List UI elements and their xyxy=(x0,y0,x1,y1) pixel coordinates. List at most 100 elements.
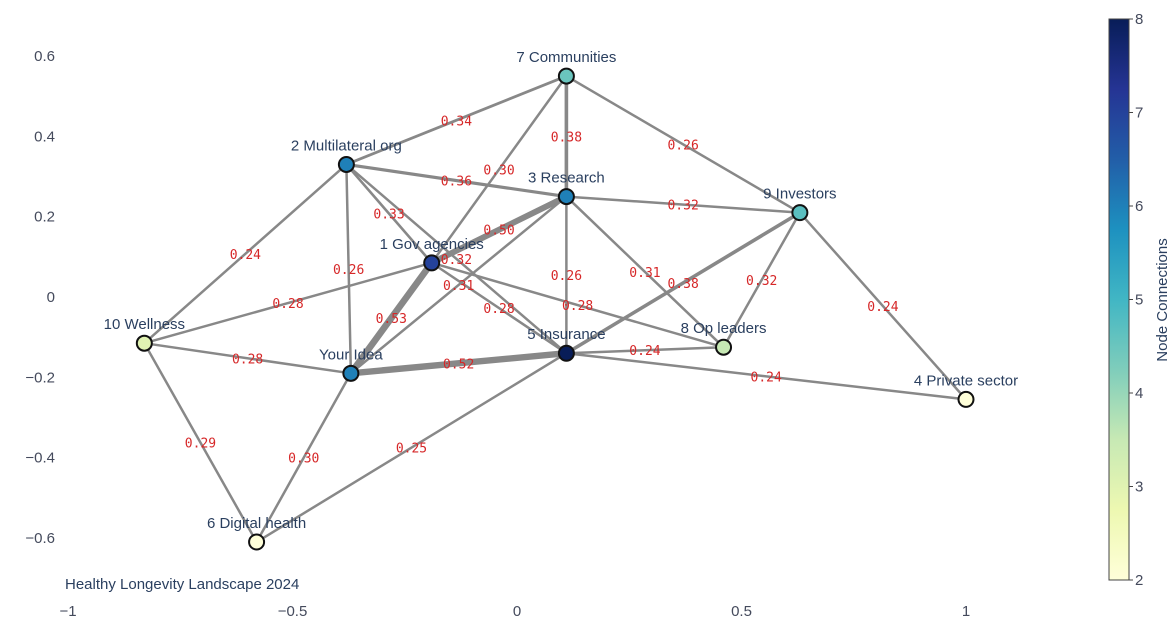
network-edge xyxy=(564,210,802,356)
edge-weight-label: 0.34 xyxy=(441,114,472,129)
network-node xyxy=(557,344,575,362)
edge-weight-label: 0.30 xyxy=(288,452,319,467)
network-node xyxy=(135,334,153,352)
network-edge xyxy=(143,261,433,345)
network-node xyxy=(957,390,975,408)
network-edge xyxy=(344,74,568,166)
network-edge xyxy=(798,211,968,401)
network-edge xyxy=(143,163,348,345)
node-label: 2 Multilateral org xyxy=(291,137,402,154)
network-edge xyxy=(143,341,353,375)
node-label: 3 Research xyxy=(528,170,605,187)
network-node xyxy=(342,364,360,382)
edge-weight-label: 0.32 xyxy=(746,274,777,289)
y-tick-label: 0 xyxy=(47,289,55,306)
network-edge xyxy=(345,163,353,375)
network-edges xyxy=(143,74,968,544)
network-edge xyxy=(255,351,568,544)
edge-weight-label: 0.24 xyxy=(230,248,261,263)
edge-weight-label: 0.31 xyxy=(629,266,660,281)
edge-weight-label: 0.29 xyxy=(185,437,216,452)
x-tick-label: 0 xyxy=(513,603,521,620)
y-tick-label: 0.4 xyxy=(34,128,55,145)
network-nodes xyxy=(135,67,975,551)
edge-weight-label: 0.33 xyxy=(373,208,404,223)
edge-weight-label: 0.32 xyxy=(667,199,698,214)
edge-weight-label: 0.24 xyxy=(867,300,898,315)
edge-weight-label: 0.36 xyxy=(441,175,472,190)
network-edge xyxy=(565,345,725,355)
node-label: 8 Op leaders xyxy=(681,320,767,337)
node-label: 1 Gov agencies xyxy=(380,236,484,253)
network-edge xyxy=(430,74,568,265)
node-label: 7 Communities xyxy=(516,49,616,66)
y-tick-label: −0.4 xyxy=(25,450,55,467)
colorbar-tick-label: 8 xyxy=(1135,11,1143,28)
node-label: Your Idea xyxy=(319,346,383,363)
edge-weight-label: 0.31 xyxy=(443,279,474,294)
network-edge xyxy=(428,193,570,266)
edge-weight-label: 0.24 xyxy=(629,344,660,359)
node-label: 6 Digital health xyxy=(207,515,306,532)
network-edge xyxy=(345,163,433,265)
network-node xyxy=(791,204,809,222)
network-edge xyxy=(565,74,802,214)
network-node xyxy=(557,67,575,85)
network-edge xyxy=(565,195,802,214)
edge-weight-label: 0.28 xyxy=(272,297,303,312)
edge-weight-label: 0.26 xyxy=(667,138,698,153)
edge-weight-label: 0.28 xyxy=(232,352,263,367)
chart-annotation: Healthy Longevity Landscape 2024 xyxy=(65,576,299,593)
colorbar-tick-label: 4 xyxy=(1135,385,1143,402)
colorbar-tick-label: 6 xyxy=(1135,198,1143,215)
network-node xyxy=(715,338,733,356)
y-tick-label: −0.6 xyxy=(25,530,55,547)
y-tick-label: 0.6 xyxy=(34,48,55,65)
edge-weight-label: 0.52 xyxy=(443,357,474,372)
edge-weight-label: 0.38 xyxy=(551,130,582,145)
node-label: 4 Private sector xyxy=(914,372,1018,389)
edge-weight-label: 0.26 xyxy=(551,269,582,284)
network-edge xyxy=(255,372,353,544)
y-axis-ticks: 0.6 0.4 0.2 0 −0.2 −0.4 −0.6 xyxy=(25,48,55,547)
network-node xyxy=(557,188,575,206)
edge-weight-label: 0.50 xyxy=(483,224,514,239)
network-edge xyxy=(347,259,435,377)
network-edge xyxy=(565,351,968,401)
edge-weight-label: 0.24 xyxy=(751,370,782,385)
node-labels: Your Idea 1 Gov agencies 2 Multilateral or… xyxy=(104,49,1018,532)
network-edge xyxy=(143,341,258,544)
network-edge xyxy=(430,261,568,355)
edge-weight-label: 0.26 xyxy=(333,263,364,278)
colorbar-gradient xyxy=(1108,18,1130,581)
network-node xyxy=(423,254,441,272)
network-edge xyxy=(344,162,568,199)
colorbar-tick-label: 2 xyxy=(1135,572,1143,589)
edge-weight-label: 0.28 xyxy=(562,299,593,314)
network-edge xyxy=(430,261,725,349)
colorbar-title: Node Connections xyxy=(1154,238,1170,361)
edge-weight-label: 0.28 xyxy=(483,302,514,317)
node-label: 5 Insurance xyxy=(527,326,605,343)
x-tick-label: −1 xyxy=(59,603,76,620)
network-edge xyxy=(722,211,802,349)
network-node xyxy=(337,155,355,173)
colorbar: 2 3 4 5 6 7 8 Node Connections xyxy=(1108,11,1170,589)
colorbar-tick-label: 5 xyxy=(1135,292,1143,309)
y-tick-label: −0.2 xyxy=(25,369,55,386)
network-edge xyxy=(349,195,568,375)
node-label: 10 Wellness xyxy=(104,316,185,333)
network-edge xyxy=(565,195,725,349)
x-tick-label: −0.5 xyxy=(278,603,308,620)
colorbar-tick-label: 7 xyxy=(1135,105,1143,122)
edge-weight-label: 0.53 xyxy=(376,312,407,327)
edge-weight-label: 0.25 xyxy=(396,442,427,457)
edge-weight-label: 0.32 xyxy=(441,253,472,268)
edge-weight-label: 0.38 xyxy=(667,277,698,292)
network-edge xyxy=(345,163,568,355)
edge-weight-label: 0.30 xyxy=(483,163,514,178)
network-node xyxy=(248,533,266,551)
edge-weight-labels: 0.34 0.36 0.33 0.24 0.26 0.32 0.38 0.30 0.26 0.32… xyxy=(185,114,899,466)
node-label: 9 Investors xyxy=(763,186,836,203)
x-axis-ticks: −1 −0.5 0 0.5 1 xyxy=(59,603,970,620)
